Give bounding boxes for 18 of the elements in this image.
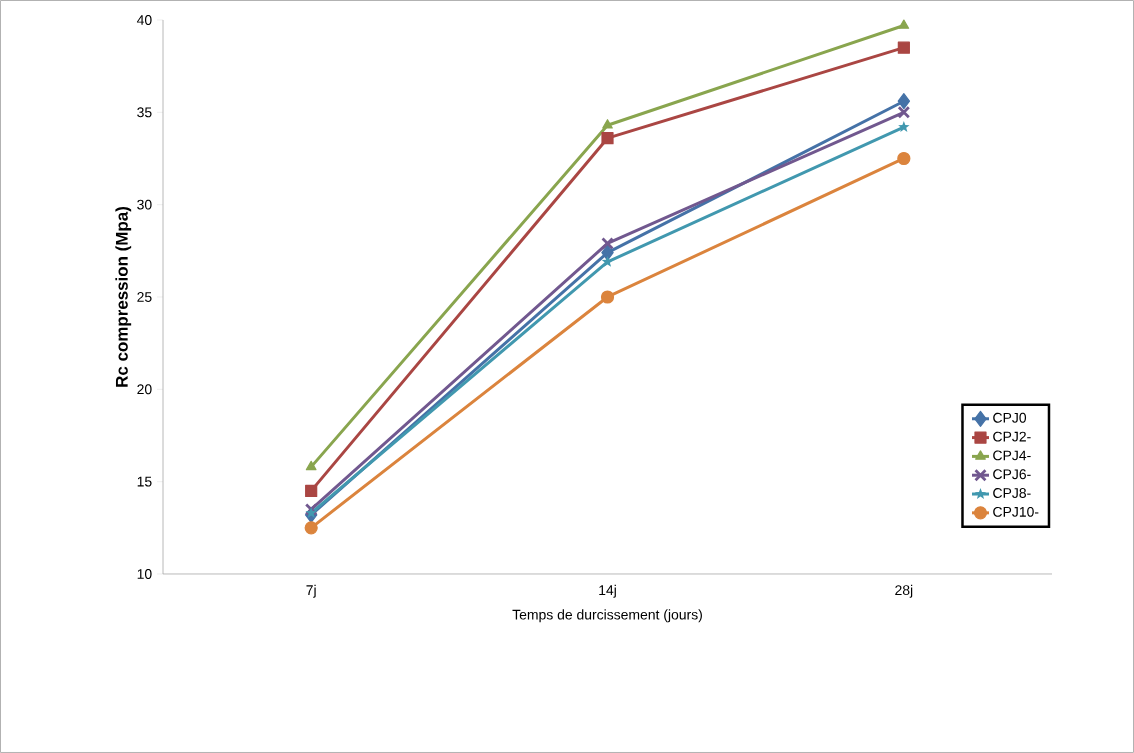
y-tick-label: 10 [137,569,152,579]
y-axis-title: Rc compression (Mpa) [115,207,132,387]
y-tick-label: 15 [137,476,152,487]
x-tick-label: 14j [599,584,616,598]
legend-label: CPJ8- [993,488,1031,498]
legend-label: CPJ0 [993,412,1027,423]
y-tick-label: 25 [137,292,152,302]
y-tick-label: 40 [136,15,152,25]
y-tick-label: 35 [137,107,152,118]
legend-label: CPJ4- [993,450,1031,461]
x-axis-title: Temps de durcissement (jours) [512,609,702,623]
legend-label: CPJ10- [993,506,1039,517]
y-tick-label: 30 [137,199,152,210]
legend-label: CPJ2- [993,431,1031,442]
legend-label: CPJ6- [993,469,1031,480]
y-tick-label: 20 [137,384,152,395]
x-tick-label: 7j [306,584,316,598]
x-tick-label: 28j [895,584,913,598]
